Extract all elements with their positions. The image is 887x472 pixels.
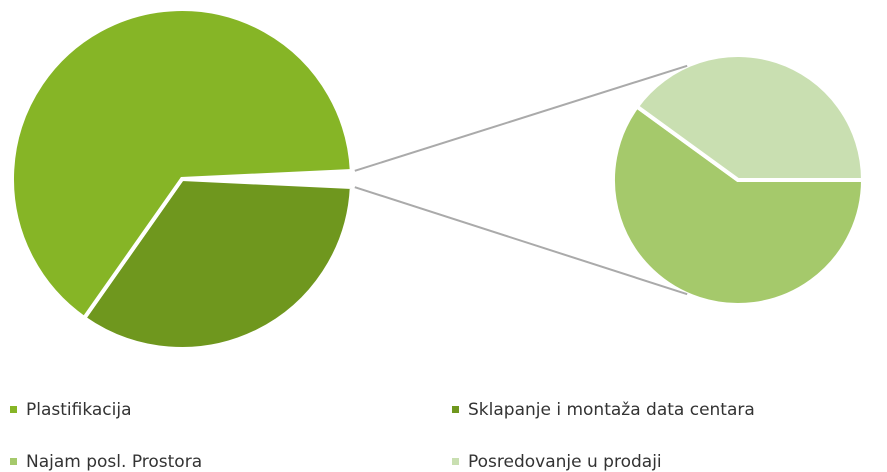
legend-swatch [452, 406, 459, 413]
pie-slice [634, 53, 866, 182]
legend-swatch [452, 458, 459, 465]
legend-label: Sklapanje i montaža data centara [468, 400, 755, 420]
pie-slice [10, 7, 354, 321]
connector-line [354, 186, 688, 296]
connector-line [354, 64, 688, 172]
pie-slice [611, 103, 866, 307]
legend-swatch [10, 406, 17, 413]
legend-swatch [10, 458, 17, 465]
legend-label: Plastifikacija [26, 400, 132, 420]
pie-slice [81, 176, 354, 351]
legend-label: Posredovanje u prodaji [468, 452, 662, 472]
legend-label: Najam posl. Prostora [26, 452, 202, 472]
